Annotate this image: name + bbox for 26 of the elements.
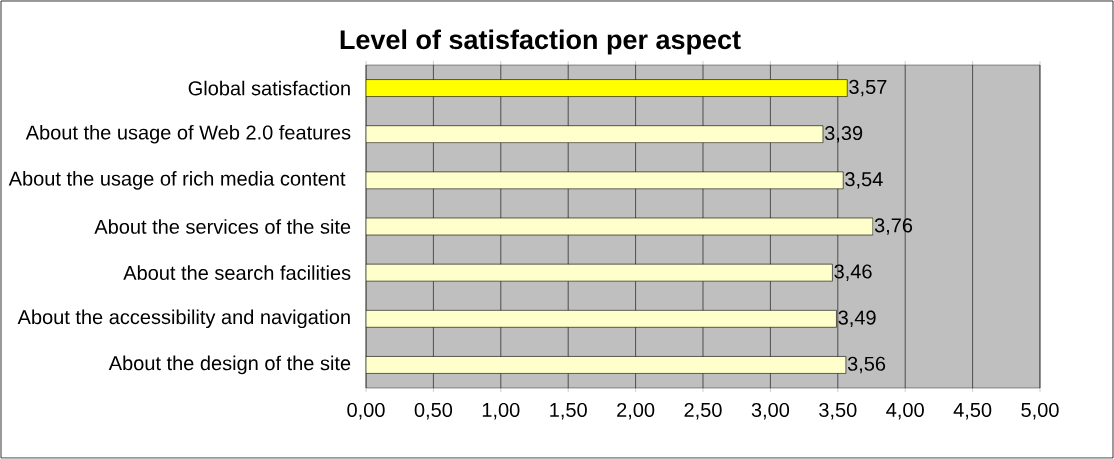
x-tick-label: 0,00 [347, 402, 385, 420]
y-tick-label: About the usage of Web 2.0 features [25, 124, 351, 144]
y-tick-label: About the services of the site [94, 219, 351, 234]
data-label: 3,49 [838, 310, 876, 328]
x-tick-label: 2,00 [617, 402, 655, 420]
y-tick-label: About the design of the site [108, 355, 351, 375]
y-tick-label: Global satisfaction [188, 80, 350, 96]
x-tick-label: 1,50 [550, 402, 587, 420]
x-tick-label: 0,50 [414, 402, 453, 420]
x-tick-label: 4,00 [886, 402, 924, 420]
y-tick-label: About the search facilities [123, 265, 351, 280]
data-label: 3,76 [874, 218, 913, 235]
x-tick-label: 3,00 [751, 402, 790, 420]
y-tick-label: About the usage of rich media content [8, 171, 346, 190]
y-tick-label: About the accessibility and navigation [17, 309, 350, 329]
x-tick-label: 1,00 [482, 402, 520, 420]
x-tick-label: 3,50 [819, 402, 857, 420]
x-tick-label: 5,00 [1021, 402, 1059, 420]
x-tick-label: 4,50 [953, 402, 992, 420]
data-label: 3,54 [845, 172, 883, 189]
x-tick-label: 2,50 [684, 402, 722, 420]
data-label: 3,39 [824, 125, 863, 143]
data-label: 3,46 [834, 264, 872, 281]
chart-title: Level of satisfaction per aspect [340, 29, 741, 55]
data-label: 3,56 [847, 356, 886, 374]
data-label: 3,57 [849, 79, 887, 97]
